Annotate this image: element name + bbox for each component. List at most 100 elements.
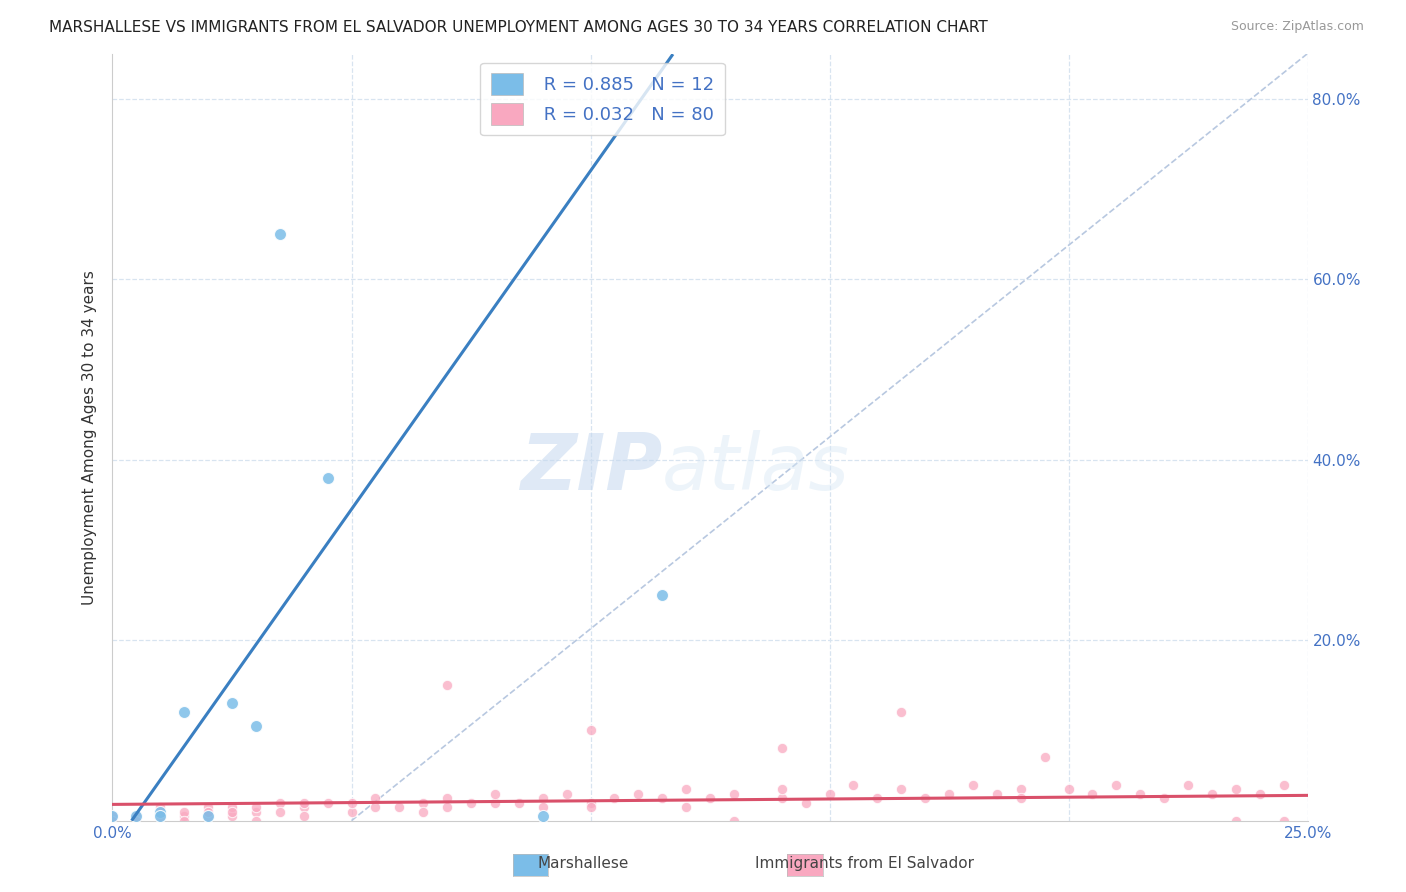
- Point: [245, 805, 267, 819]
- Point: [436, 791, 458, 805]
- Point: [292, 796, 315, 810]
- Point: [125, 809, 148, 823]
- Point: [412, 796, 434, 810]
- Legend:  R = 0.885   N = 12,  R = 0.032   N = 80: R = 0.885 N = 12, R = 0.032 N = 80: [479, 62, 724, 136]
- Point: [1057, 782, 1080, 797]
- Y-axis label: Unemployment Among Ages 30 to 34 years: Unemployment Among Ages 30 to 34 years: [82, 269, 97, 605]
- Point: [245, 800, 267, 814]
- Point: [149, 809, 172, 823]
- Point: [579, 796, 602, 810]
- Point: [125, 814, 148, 828]
- Point: [340, 796, 363, 810]
- Point: [149, 800, 172, 814]
- Point: [245, 814, 267, 828]
- Point: [675, 782, 697, 797]
- Point: [1105, 778, 1128, 792]
- Point: [962, 778, 984, 792]
- Point: [316, 796, 339, 810]
- Point: [531, 800, 554, 814]
- Point: [292, 800, 315, 814]
- Point: [269, 796, 291, 810]
- Point: [101, 809, 124, 823]
- Point: [603, 791, 626, 805]
- Point: [770, 782, 793, 797]
- Text: Source: ZipAtlas.com: Source: ZipAtlas.com: [1230, 20, 1364, 33]
- Point: [818, 787, 841, 801]
- Point: [1010, 782, 1032, 797]
- Point: [914, 791, 936, 805]
- Point: [292, 809, 315, 823]
- Point: [627, 787, 650, 801]
- Point: [531, 791, 554, 805]
- Point: [579, 800, 602, 814]
- Point: [364, 800, 387, 814]
- Point: [1153, 791, 1175, 805]
- Point: [197, 809, 219, 823]
- Point: [221, 696, 243, 710]
- Point: [1225, 814, 1247, 828]
- Point: [316, 471, 339, 485]
- Point: [986, 787, 1008, 801]
- Point: [245, 719, 267, 733]
- Point: [388, 800, 411, 814]
- Point: [221, 800, 243, 814]
- Point: [938, 787, 960, 801]
- Point: [770, 741, 793, 756]
- Point: [436, 678, 458, 692]
- Point: [1010, 791, 1032, 805]
- Point: [1249, 787, 1271, 801]
- Text: atlas: atlas: [662, 430, 851, 506]
- Point: [197, 800, 219, 814]
- Point: [675, 800, 697, 814]
- Point: [890, 706, 912, 720]
- Point: [531, 809, 554, 823]
- Point: [484, 787, 506, 801]
- Point: [866, 791, 889, 805]
- Text: ZIP: ZIP: [520, 430, 662, 506]
- Point: [149, 809, 172, 823]
- Point: [890, 782, 912, 797]
- Point: [221, 809, 243, 823]
- Point: [555, 787, 578, 801]
- Point: [1033, 750, 1056, 764]
- Point: [125, 809, 148, 823]
- Point: [1272, 778, 1295, 792]
- Text: Marshallese: Marshallese: [538, 856, 628, 871]
- Point: [197, 809, 219, 823]
- Point: [1081, 787, 1104, 801]
- Point: [1177, 778, 1199, 792]
- Point: [173, 805, 195, 819]
- Point: [412, 805, 434, 819]
- Point: [794, 796, 817, 810]
- Point: [579, 723, 602, 738]
- Point: [723, 814, 745, 828]
- Point: [508, 796, 530, 810]
- Point: [173, 706, 195, 720]
- Point: [173, 814, 195, 828]
- Point: [269, 805, 291, 819]
- Point: [651, 791, 673, 805]
- Text: Immigrants from El Salvador: Immigrants from El Salvador: [755, 856, 974, 871]
- Point: [770, 791, 793, 805]
- Point: [101, 809, 124, 823]
- Point: [1272, 814, 1295, 828]
- Point: [1225, 782, 1247, 797]
- Point: [364, 791, 387, 805]
- Point: [842, 778, 865, 792]
- Point: [269, 227, 291, 241]
- Point: [221, 805, 243, 819]
- Text: MARSHALLESE VS IMMIGRANTS FROM EL SALVADOR UNEMPLOYMENT AMONG AGES 30 TO 34 YEAR: MARSHALLESE VS IMMIGRANTS FROM EL SALVAD…: [49, 20, 988, 35]
- Point: [340, 805, 363, 819]
- Point: [460, 796, 482, 810]
- Point: [101, 814, 124, 828]
- Point: [723, 787, 745, 801]
- Point: [699, 791, 721, 805]
- Point: [149, 805, 172, 819]
- Point: [484, 796, 506, 810]
- Point: [436, 800, 458, 814]
- Point: [173, 809, 195, 823]
- Point: [197, 805, 219, 819]
- Point: [1201, 787, 1223, 801]
- Point: [1129, 787, 1152, 801]
- Point: [651, 588, 673, 602]
